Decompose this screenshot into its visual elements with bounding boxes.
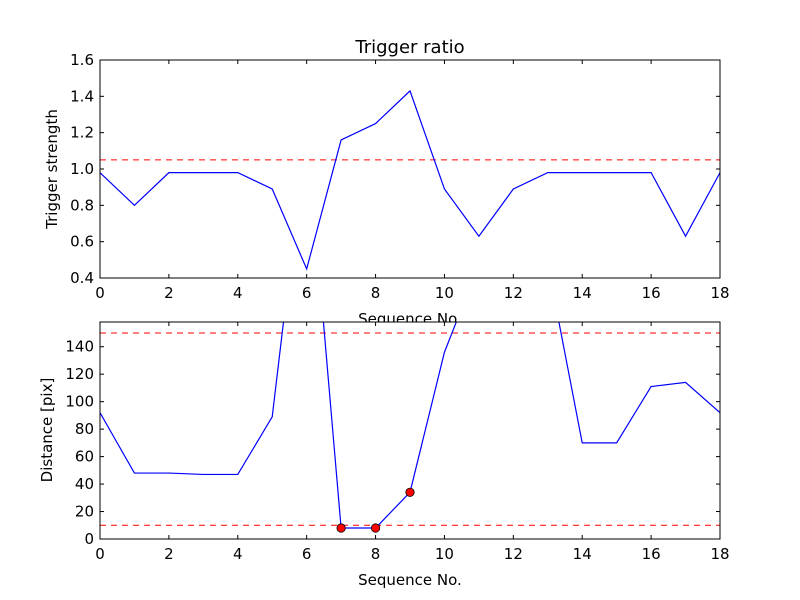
top-plot-area xyxy=(100,60,720,278)
top-series-line-0 xyxy=(100,89,720,271)
chart-title: Trigger ratio xyxy=(354,37,464,58)
bottom-x-tick-label: 14 xyxy=(573,545,592,563)
bottom-x-tick-label: 8 xyxy=(371,545,381,563)
top-y-tick-label: 1.4 xyxy=(70,87,94,105)
top-x-tick-label: 8 xyxy=(371,284,381,302)
top-y-tick-label: 0.4 xyxy=(70,269,94,287)
bottom-x-tick-label: 18 xyxy=(710,545,729,563)
top-x-tick-label: 14 xyxy=(573,284,592,302)
top-x-tick-label: 16 xyxy=(642,284,661,302)
bottom-x-tick-label: 10 xyxy=(435,545,454,563)
bottom-panel: 0 2 4 6 8 10 12 14 16 18 0 20 40 60 80 100 120 140 Sequen… xyxy=(38,321,730,589)
top-x-tick-label: 0 xyxy=(95,284,105,302)
bottom-y-tick-label: 100 xyxy=(65,393,94,411)
top-x-tick-label: 4 xyxy=(233,284,243,302)
top-x-tick-label: 6 xyxy=(302,284,312,302)
bottom-x-tick-label: 12 xyxy=(504,545,523,563)
top-x-tick-label: 2 xyxy=(164,284,174,302)
bottom-y-tick-label: 120 xyxy=(65,365,94,383)
bottom-x-tick-label: 0 xyxy=(95,545,105,563)
bottom-marker-point-0 xyxy=(336,523,346,533)
bottom-x-tick-label: 6 xyxy=(302,545,312,563)
bottom-y-tick-label: 40 xyxy=(75,475,94,493)
bottom-x-tick-label: 2 xyxy=(164,545,174,563)
bottom-y-axis-label: Distance [pix] xyxy=(38,378,56,483)
bottom-y-tick-label: 20 xyxy=(75,503,94,521)
top-y-tick-label: 1.2 xyxy=(70,124,94,142)
top-y-tick-label: 1.0 xyxy=(70,160,94,178)
top-y-tick-label: 1.6 xyxy=(70,51,94,69)
bottom-plot-area xyxy=(100,322,720,539)
bottom-x-tick-label: 4 xyxy=(233,545,243,563)
top-y-tick-label: 0.8 xyxy=(70,196,94,214)
bottom-y-tick-label: 0 xyxy=(84,530,94,548)
bottom-marker-point-2 xyxy=(405,487,415,497)
bottom-marker-point-1 xyxy=(370,523,381,533)
top-x-tick-label: 18 xyxy=(710,284,729,302)
bottom-axes-frame xyxy=(99,321,721,540)
top-y-tick-label: 0.6 xyxy=(70,233,94,251)
top-y-axis-label: Trigger strength xyxy=(43,109,61,230)
bottom-y-tick-label: 60 xyxy=(75,448,94,466)
top-x-tick-label: 12 xyxy=(504,284,523,302)
top-panel: 0 2 4 6 8 10 12 14 16 180.40.60.81.01.21.41.6 Seq… xyxy=(43,51,730,328)
bottom-x-axis-label: Sequence No. xyxy=(358,571,462,589)
bottom-y-tick-label: 80 xyxy=(75,420,94,438)
bottom-y-tick-label: 140 xyxy=(65,338,94,356)
bottom-x-tick-label: 16 xyxy=(642,545,661,563)
top-x-tick-label: 10 xyxy=(435,284,454,302)
